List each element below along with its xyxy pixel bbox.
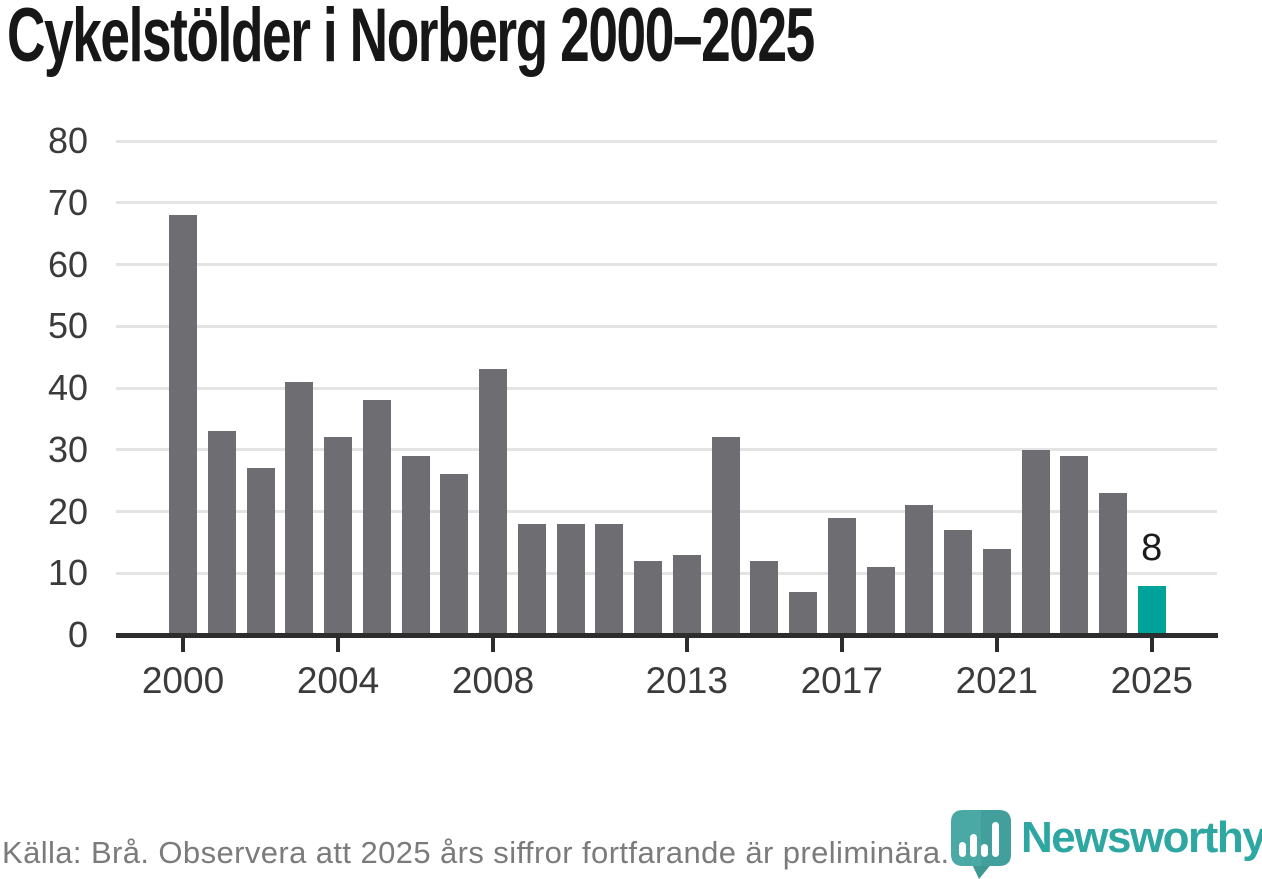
y-tick-label-20: 20 <box>47 490 88 532</box>
bar-2018 <box>866 567 895 635</box>
x-tick-2008 <box>491 638 495 652</box>
bar-2005 <box>362 400 391 635</box>
bar-2003 <box>285 381 314 635</box>
x-axis-line <box>116 633 1218 638</box>
bar-2002 <box>246 468 275 635</box>
gridline-10 <box>116 571 1217 575</box>
x-tick-2021 <box>994 638 999 652</box>
gridline-80 <box>116 139 1217 143</box>
source-note: Källa: Brå. Observera att 2025 års siffr… <box>2 835 950 870</box>
x-tick-label-2017: 2017 <box>800 660 883 701</box>
bar-2017 <box>827 517 856 635</box>
x-tick-2000 <box>181 638 185 652</box>
newsworthy-logo[interactable]: Newsworthy <box>951 810 1262 879</box>
bar-2024 <box>1099 492 1127 635</box>
bar-2009 <box>517 523 546 635</box>
bar-2022 <box>1021 449 1050 635</box>
gridline-60 <box>116 263 1217 266</box>
chart-title: Cykelstölder i Norberg 2000–2025 <box>7 0 815 78</box>
bar-2013 <box>672 554 701 635</box>
newsworthy-wordmark: Newsworthy <box>1021 813 1262 862</box>
bar-2025 <box>1137 585 1166 635</box>
y-tick-label-40: 40 <box>47 367 88 408</box>
bar-2021 <box>982 548 1011 635</box>
bar-2015 <box>750 560 779 635</box>
plot-area <box>116 141 1217 635</box>
bar-2014 <box>711 437 740 635</box>
bar-2012 <box>634 560 662 635</box>
x-tick-label-2004: 2004 <box>296 660 380 701</box>
bar-2010 <box>556 523 585 635</box>
gridline-40 <box>116 386 1217 390</box>
x-tick-2004 <box>336 638 340 652</box>
x-tick-label-2013: 2013 <box>645 660 728 701</box>
bar-2007 <box>440 474 469 635</box>
data-label-2025: 8 <box>1141 527 1163 569</box>
bar-2001 <box>207 431 236 635</box>
x-tick-label-2021: 2021 <box>955 660 1038 701</box>
x-tick-2013 <box>684 638 689 652</box>
bar-2019 <box>905 505 934 635</box>
x-tick-label-2008: 2008 <box>451 660 535 701</box>
y-tick-label-30: 30 <box>47 428 88 470</box>
x-tick-2017 <box>839 638 844 652</box>
x-tick-2025 <box>1149 638 1154 652</box>
bar-2004 <box>324 437 352 635</box>
bar-2000 <box>169 215 197 635</box>
x-tick-label-2025: 2025 <box>1110 660 1193 701</box>
bar-2016 <box>789 591 817 635</box>
gridline-50 <box>116 324 1217 328</box>
gridline-20 <box>116 510 1217 513</box>
bar-2006 <box>401 455 430 635</box>
y-tick-label-60: 60 <box>47 243 88 285</box>
gridline-30 <box>116 448 1217 452</box>
y-tick-label-0: 0 <box>67 614 88 655</box>
y-tick-label-50: 50 <box>47 305 88 347</box>
gridline-70 <box>116 201 1217 205</box>
bar-2020 <box>944 530 972 635</box>
y-tick-label-10: 10 <box>47 552 88 594</box>
bar-2011 <box>595 523 624 635</box>
bar-2023 <box>1060 455 1089 635</box>
y-tick-label-70: 70 <box>47 181 88 223</box>
bar-2008 <box>479 369 507 635</box>
x-tick-label-2000: 2000 <box>141 660 225 701</box>
y-tick-label-80: 80 <box>47 120 88 161</box>
newsworthy-pin-icon <box>951 810 1011 879</box>
